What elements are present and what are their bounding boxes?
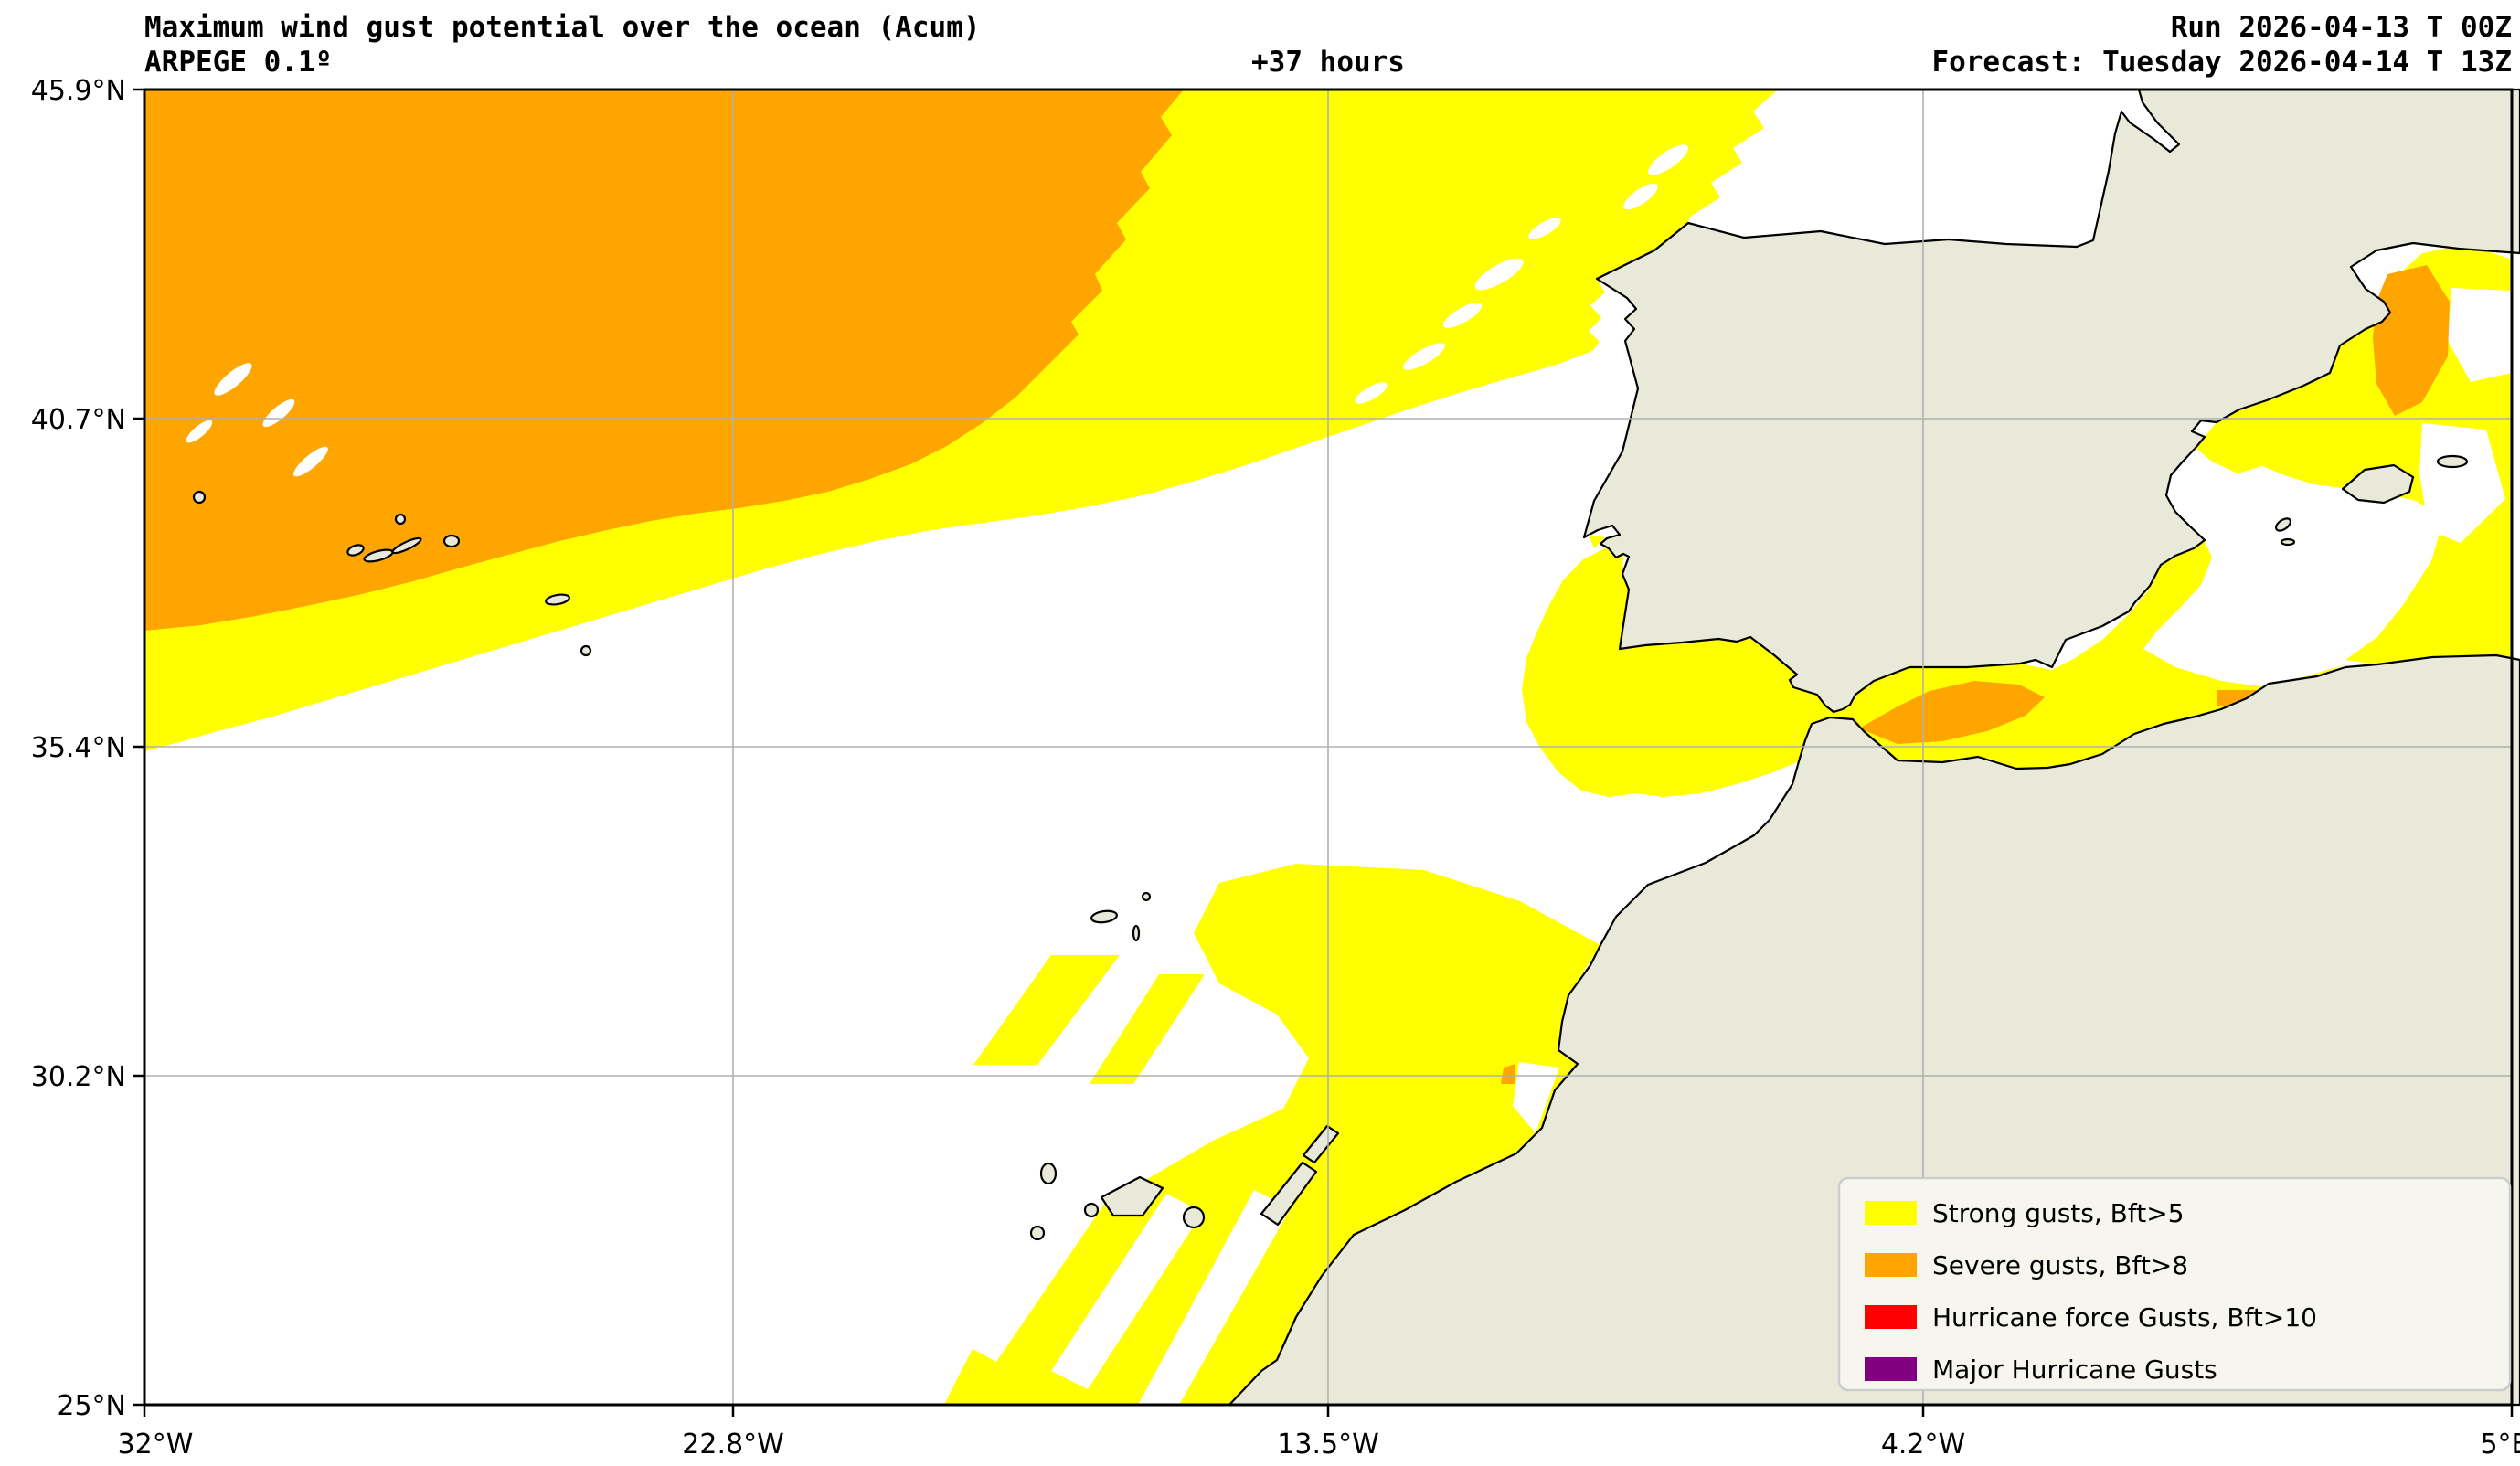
legend-label-severe: Severe gusts, Bft>8 [1932,1250,2188,1280]
x-tick-2: 13.5°W [1277,1429,1378,1461]
wake-la-palma [960,1170,1115,1362]
wake-tenerife [1051,1194,1203,1389]
x-tick-4: 5°E [2480,1429,2520,1461]
lead-time-label: +37 hours [1251,46,1405,79]
gust-region-cadiz-alboran [1522,541,2345,797]
wake-cap-rhir [1513,1062,1559,1133]
white-streaks [186,144,1688,477]
legend-label-major-hurricane: Major Hurricane Gusts [1932,1354,2217,1385]
legend-swatch-strong [1865,1201,1917,1225]
severe-region-gulf-of-lion [2373,265,2450,416]
legend: Strong gusts, Bft>5 Severe gusts, Bft>8 … [1837,1176,2512,1392]
gust-stripe-madeira-1 [973,955,1120,1065]
y-tick-3: 30.2°N [31,1061,126,1093]
legend-item-severe: Severe gusts, Bft>8 [1865,1250,2188,1280]
x-axis-labels: 32°W 22.8°W 13.5°W 4.2°W 5°E [118,1429,2520,1461]
y-axis-labels: 45.9°N 40.7°N 35.4°N 30.2°N 25°N [31,75,126,1422]
run-label: Run 2026-04-13 T 00Z [2171,11,2512,44]
islands-canaries [1029,1124,1340,1241]
islands-balearics [2274,454,2469,547]
y-tick-0: 45.9°N [31,75,126,107]
axes-frame [133,88,2514,1417]
model-label: ARPEGE 0.1º [144,46,332,79]
severe-region-nw-atlantic [144,90,1184,631]
white-wakes [960,288,2512,1405]
x-tick-1: 22.8°W [682,1429,783,1461]
land-iberia-france [1582,88,2520,714]
gust-region-canaries-morocco [944,864,1600,1405]
gust-stripe-madeira-2 [1090,974,1205,1084]
legend-swatch-major-hurricane [1865,1357,1917,1381]
y-tick-1: 40.7°N [31,404,126,436]
severe-dot-agadir [1501,1064,1515,1084]
forecast-label: Forecast: Tuesday 2026-04-14 T 13Z [1931,46,2512,79]
gridlines [144,90,2512,1405]
severe-gust-regions [144,90,1184,631]
y-tick-4: 25°N [57,1390,126,1422]
legend-swatch-severe [1865,1253,1917,1277]
page-title: Maximum wind gust potential over the oce… [144,11,981,44]
legend-label-hurricane: Hurricane force Gusts, Bft>10 [1932,1302,2317,1333]
legend-swatch-hurricane [1865,1305,1917,1329]
islands-azores [192,490,592,657]
legend-label-strong: Strong gusts, Bft>5 [1932,1198,2185,1228]
legend-item-hurricane: Hurricane force Gusts, Bft>10 [1865,1302,2317,1333]
hole-balearic-east [2419,423,2505,543]
gust-dot-tagus [1589,535,1605,548]
y-tick-2: 35.4°N [31,732,126,764]
legend-item-strong: Strong gusts, Bft>5 [1865,1198,2185,1228]
islands-madeira [1090,891,1152,942]
wake-gran-canaria [1138,1190,1291,1405]
x-tick-3: 4.2°W [1881,1429,1965,1461]
x-tick-0: 32°W [118,1429,194,1461]
header: Maximum wind gust potential over the oce… [144,11,2512,79]
severe-region-alboran [1859,681,2045,744]
hole-lion-east [2448,288,2512,382]
legend-box [1837,1176,2512,1392]
legend-item-major-hurricane: Major Hurricane Gusts [1865,1354,2217,1385]
